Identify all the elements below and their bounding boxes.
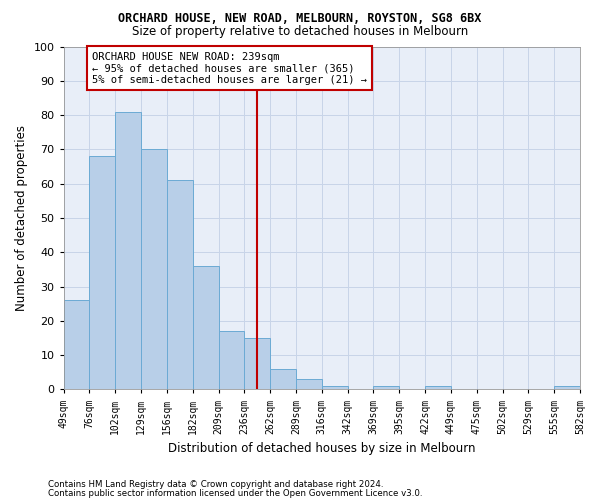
Bar: [115, 112, 141, 390]
Bar: [218, 331, 244, 390]
Bar: [270, 369, 296, 390]
Text: ORCHARD HOUSE, NEW ROAD, MELBOURN, ROYSTON, SG8 6BX: ORCHARD HOUSE, NEW ROAD, MELBOURN, ROYST…: [118, 12, 482, 26]
Bar: [89, 156, 115, 390]
Bar: [167, 180, 193, 390]
Text: ORCHARD HOUSE NEW ROAD: 239sqm
← 95% of detached houses are smaller (365)
5% of : ORCHARD HOUSE NEW ROAD: 239sqm ← 95% of …: [92, 52, 367, 85]
Bar: [64, 300, 89, 390]
Bar: [244, 338, 270, 390]
Text: Contains HM Land Registry data © Crown copyright and database right 2024.: Contains HM Land Registry data © Crown c…: [48, 480, 383, 489]
Bar: [296, 379, 322, 390]
Bar: [425, 386, 451, 390]
Text: Contains public sector information licensed under the Open Government Licence v3: Contains public sector information licen…: [48, 489, 422, 498]
Bar: [373, 386, 399, 390]
Bar: [193, 266, 218, 390]
Bar: [141, 150, 167, 390]
Text: Size of property relative to detached houses in Melbourn: Size of property relative to detached ho…: [132, 25, 468, 38]
X-axis label: Distribution of detached houses by size in Melbourn: Distribution of detached houses by size …: [168, 442, 476, 455]
Bar: [322, 386, 347, 390]
Y-axis label: Number of detached properties: Number of detached properties: [15, 125, 28, 311]
Bar: [554, 386, 580, 390]
